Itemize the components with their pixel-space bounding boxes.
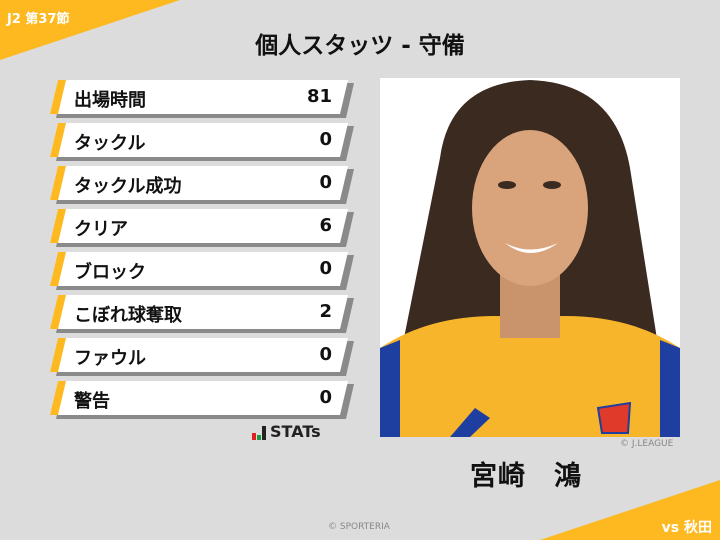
player-photo	[380, 78, 680, 437]
photo-credit: © J.LEAGUE	[620, 439, 674, 449]
stat-row: タックル成功 0	[50, 166, 354, 202]
stat-value: 6	[319, 215, 332, 236]
row-bar	[50, 123, 348, 157]
stat-row: 警告 0	[50, 381, 354, 417]
bar-chart-icon	[252, 426, 266, 440]
stat-value: 0	[319, 129, 332, 150]
stat-label: ブロック	[74, 262, 146, 283]
row-bar	[50, 209, 348, 243]
stat-label: タックル成功	[74, 176, 182, 197]
row-bar	[50, 295, 348, 329]
page-title: 個人スタッツ - 守備	[255, 33, 465, 59]
row-bar	[50, 338, 348, 372]
stat-row: クリア 6	[50, 209, 354, 245]
stat-value: 0	[319, 344, 332, 365]
row-bar	[50, 80, 348, 114]
row-bar	[50, 166, 348, 200]
stat-label: 警告	[74, 391, 110, 412]
stat-row: タックル 0	[50, 123, 354, 159]
player-name: 宮崎 鴻	[470, 461, 582, 492]
stat-row: ブロック 0	[50, 252, 354, 288]
stat-label: タックル	[74, 133, 146, 154]
stat-value: 0	[319, 172, 332, 193]
logo-text: STATs	[270, 422, 321, 441]
round-label: J2 第37節	[7, 12, 70, 27]
stat-row: こぼれ球奪取 2	[50, 295, 354, 331]
opponent-label: vs 秋田	[661, 520, 712, 536]
stat-value: 0	[319, 387, 332, 408]
stat-value: 81	[306, 86, 332, 107]
stat-label: ファウル	[74, 348, 146, 369]
stat-value: 0	[319, 258, 332, 279]
row-bar	[50, 252, 348, 286]
stat-value: 2	[319, 301, 332, 322]
stat-label: こぼれ球奪取	[74, 305, 182, 326]
footer-credit: © SPORTERIA	[328, 522, 390, 532]
stat-row: ファウル 0	[50, 338, 354, 374]
row-bar	[50, 381, 348, 415]
stats-logo: STATs	[252, 424, 321, 440]
stat-row: 出場時間 81	[50, 80, 354, 116]
stat-label: 出場時間	[74, 90, 146, 111]
stat-label: クリア	[74, 219, 128, 240]
